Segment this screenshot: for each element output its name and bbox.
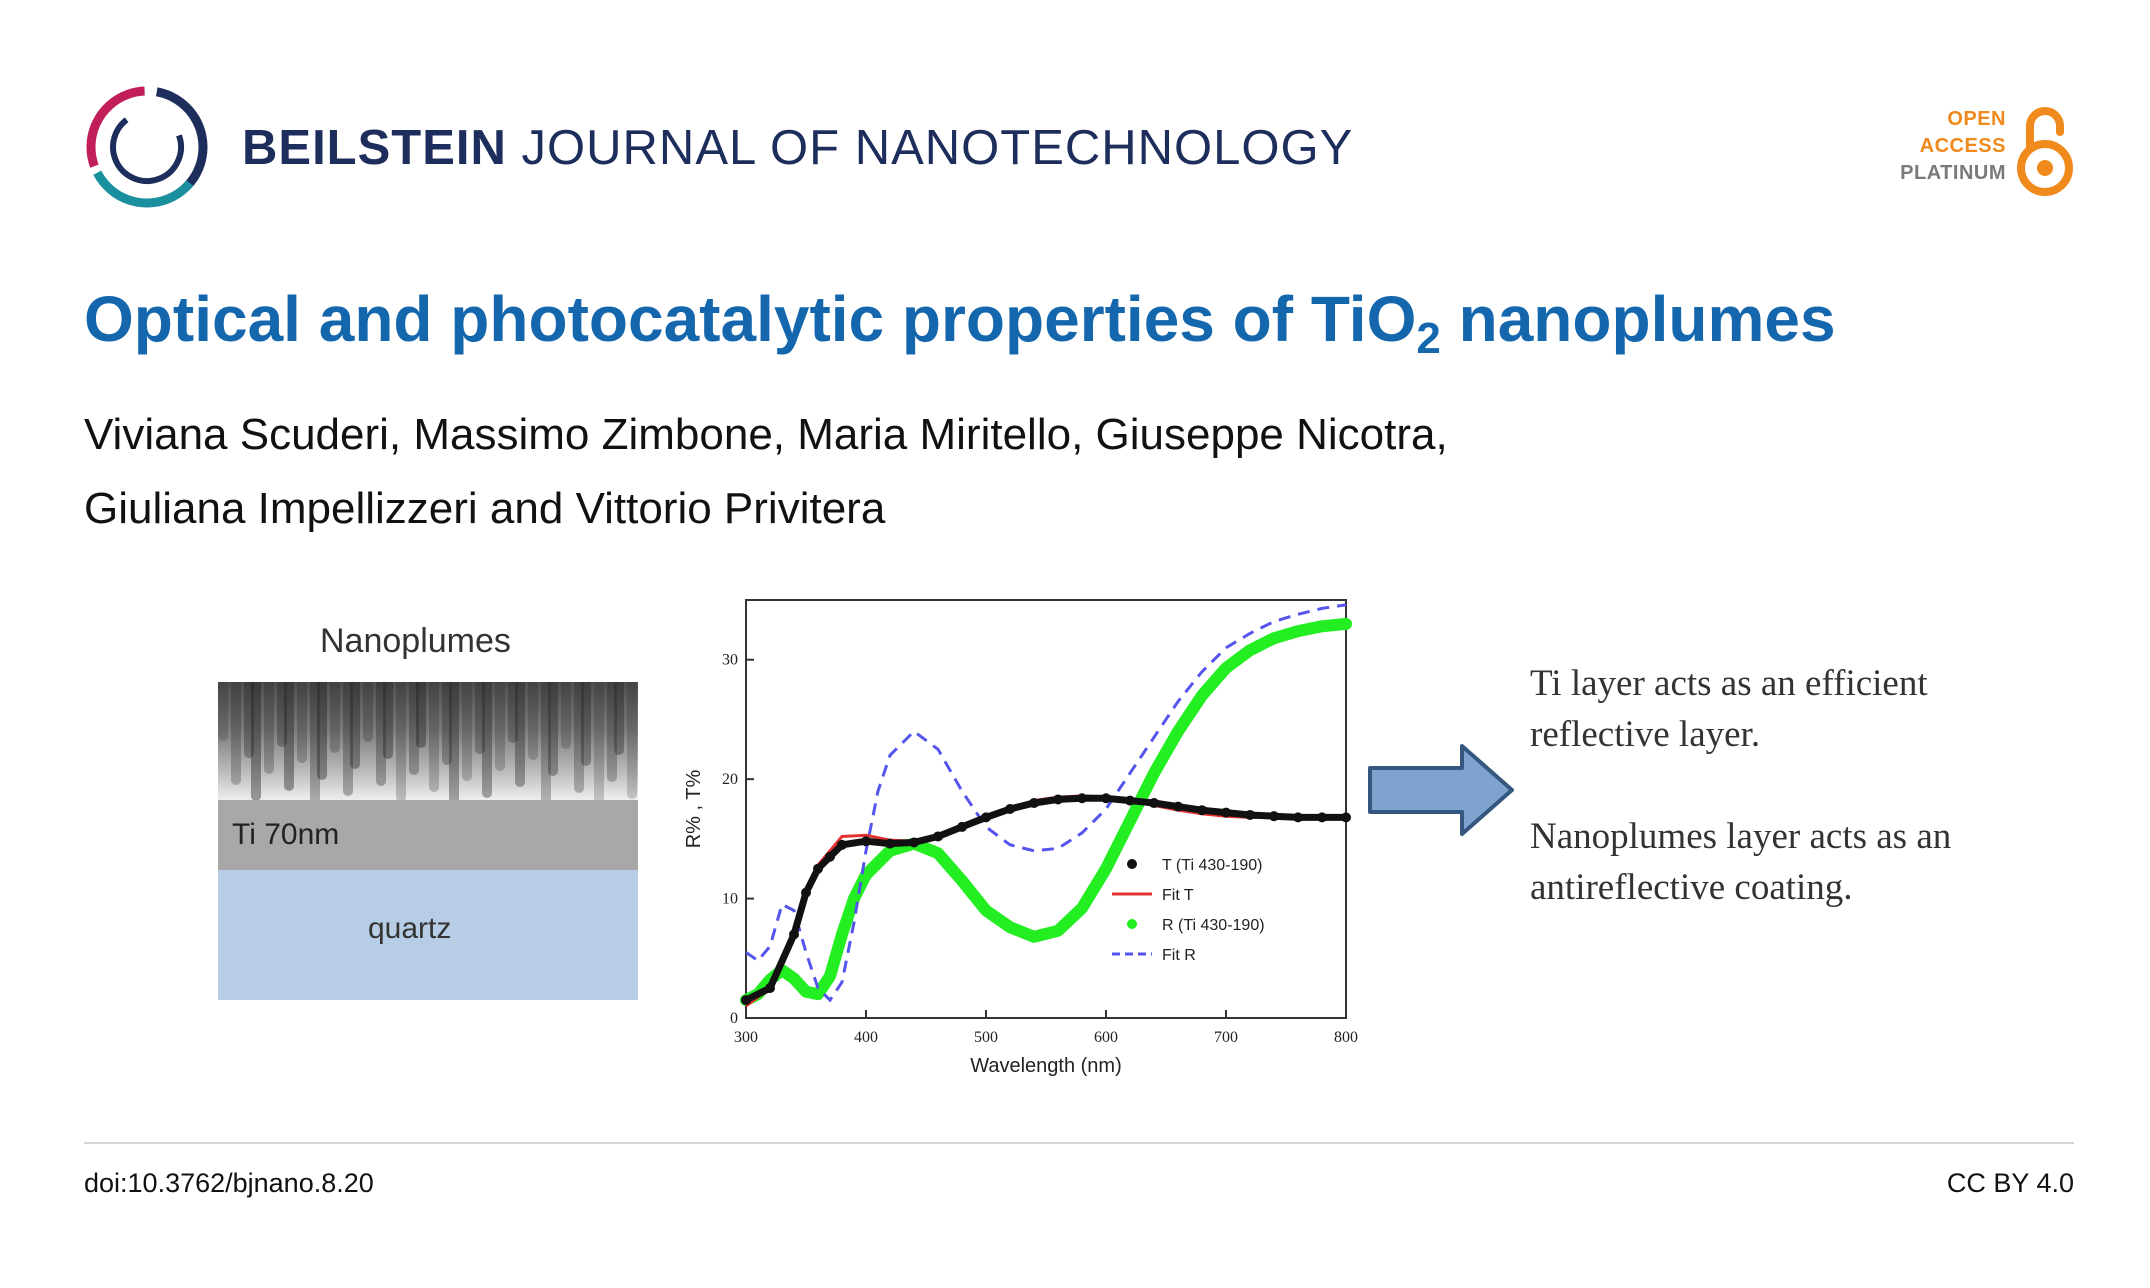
y-tick-label: 10 xyxy=(722,891,738,908)
open-access-line3: PLATINUM xyxy=(1900,162,2006,184)
footer-divider xyxy=(84,1142,2074,1144)
series-t-measured-line xyxy=(742,794,1350,1004)
y-tick-label: 0 xyxy=(730,1010,738,1027)
micrograph-streak xyxy=(251,682,261,800)
micrograph-streak xyxy=(594,682,604,800)
spectra-chart: 300 400 500 600 700 800 0 10 20 30 Wavelength (nm… xyxy=(676,596,1556,1096)
micrograph-streak xyxy=(363,682,373,743)
x-tick-label: 300 xyxy=(734,1029,758,1046)
note-antireflective-coating: Nanoplumes layer acts as an antireflecti… xyxy=(1530,816,1952,908)
authors-line-2: Giuliana Impellizzeri and Vittorio Privi… xyxy=(84,484,886,533)
plot-frame xyxy=(745,599,1347,1019)
micrograph-streak xyxy=(548,682,558,777)
micrograph-streak xyxy=(495,682,505,771)
x-tick-label: 600 xyxy=(1094,1029,1118,1046)
micrograph-streak xyxy=(508,682,518,744)
open-access-line1: OPEN xyxy=(1947,108,2006,130)
note-reflective-layer: Ti layer acts as an efficient reflective… xyxy=(1530,663,1928,755)
x-tick-label: 700 xyxy=(1214,1029,1238,1046)
chart-legend: T (Ti 430-190) Fit T R (Ti 430-190) Fit R xyxy=(1112,857,1265,964)
micrograph-streak xyxy=(376,682,386,786)
nanoplumes-label: Nanoplumes xyxy=(320,622,511,660)
quartz-layer: quartz xyxy=(218,870,638,1000)
micrograph-streak xyxy=(383,682,393,759)
micrograph-streak xyxy=(607,682,617,783)
micrograph-streak xyxy=(475,682,485,754)
micrograph-streak xyxy=(409,682,419,776)
article-authors: Viviana Scuderi, Massimo Zimbone, Maria … xyxy=(84,398,1448,546)
micrograph-streak xyxy=(343,682,353,797)
micrograph-streak xyxy=(462,682,472,782)
micrograph-streak xyxy=(541,682,551,800)
article-doi: doi:10.3762/bjnano.8.20 xyxy=(84,1168,374,1198)
micrograph-streak xyxy=(528,682,538,760)
open-lock-icon xyxy=(2017,107,2073,196)
micrograph-streak xyxy=(627,682,637,799)
micrograph-streak xyxy=(310,682,320,800)
micrograph-streak xyxy=(350,682,360,770)
micrograph-streak xyxy=(277,682,287,747)
article-title-end: nanoplumes xyxy=(1440,283,1836,355)
beilstein-logo-icon xyxy=(86,86,208,208)
series-r-measured-line xyxy=(740,617,1352,1007)
journal-header: BEILSTEIN JOURNAL OF NANOTECHNOLOGY OPEN… xyxy=(84,84,2074,214)
quartz-layer-label: quartz xyxy=(368,912,452,945)
micrograph-streak xyxy=(416,682,426,749)
micrograph-streak xyxy=(297,682,307,764)
legend-label: R (Ti 430-190) xyxy=(1162,917,1265,934)
nanoplumes-micrograph xyxy=(218,682,638,800)
series-fit-r-line xyxy=(745,603,1347,1003)
micrograph-streak xyxy=(396,682,406,800)
micrograph-streak xyxy=(244,682,254,758)
legend-label: Fit T xyxy=(1162,887,1194,904)
micrograph-streak xyxy=(264,682,274,775)
legend-swatch-r xyxy=(1127,919,1137,929)
authors-line-1: Viviana Scuderi, Massimo Zimbone, Maria … xyxy=(84,410,1448,459)
article-title-subscript: 2 xyxy=(1416,314,1441,363)
micrograph-streak xyxy=(561,682,571,750)
y-axis-label: R% , T% xyxy=(683,770,705,849)
x-tick-label: 400 xyxy=(854,1029,878,1046)
graphical-abstract: Nanoplumes Ti 70nm quartz 300 400 500 600 70… xyxy=(214,596,1974,1096)
article-title-main: Optical and photocatalytic properties of… xyxy=(84,283,1417,355)
axis-ticks: 300 400 500 600 700 800 0 10 20 30 xyxy=(722,652,1358,1046)
micrograph-streak xyxy=(482,682,492,798)
micrograph-streak xyxy=(218,682,228,741)
micrograph-streak xyxy=(574,682,584,793)
article-license: CC BY 4.0 xyxy=(1946,1168,2074,1198)
y-tick-label: 30 xyxy=(722,652,738,669)
ti-layer-label: Ti 70nm xyxy=(232,818,340,851)
ti-layer: Ti 70nm xyxy=(218,800,638,870)
micrograph-streak xyxy=(429,682,439,792)
y-tick-label: 20 xyxy=(722,771,738,788)
right-arrow-icon xyxy=(1368,744,1514,836)
legend-label: T (Ti 430-190) xyxy=(1162,857,1262,874)
micrograph-streak xyxy=(317,682,327,780)
x-axis-label: Wavelength (nm) xyxy=(970,1055,1122,1077)
micrograph-streak xyxy=(330,682,340,753)
journal-name-bold: BEILSTEIN xyxy=(242,121,507,175)
journal-name-rest: JOURNAL OF NANOTECHNOLOGY xyxy=(521,121,1354,175)
article-title: Optical and photocatalytic properties of… xyxy=(84,282,1836,364)
micrograph-streak xyxy=(231,682,241,785)
x-tick-label: 800 xyxy=(1334,1029,1358,1046)
figure-notes: Ti layer acts as an efficient reflective… xyxy=(1530,658,1970,964)
open-access-badge: OPEN ACCESS PLATINUM xyxy=(1884,102,2074,202)
x-tick-label: 500 xyxy=(974,1029,998,1046)
spectra-chart-svg: 300 400 500 600 700 800 0 10 20 30 Wavelength (nm… xyxy=(683,599,1358,1077)
journal-name: BEILSTEIN JOURNAL OF NANOTECHNOLOGY xyxy=(242,120,1353,176)
micrograph-streak xyxy=(614,682,624,756)
micrograph-streak xyxy=(581,682,591,766)
micrograph-streak xyxy=(284,682,294,791)
chart-series xyxy=(740,603,1352,1008)
micrograph-streak xyxy=(515,682,525,788)
micrograph-streak xyxy=(449,682,459,800)
open-access-line2: ACCESS xyxy=(1919,135,2006,157)
micrograph-streak xyxy=(442,682,452,765)
legend-swatch-t xyxy=(1127,859,1137,869)
legend-label: Fit R xyxy=(1162,947,1196,964)
